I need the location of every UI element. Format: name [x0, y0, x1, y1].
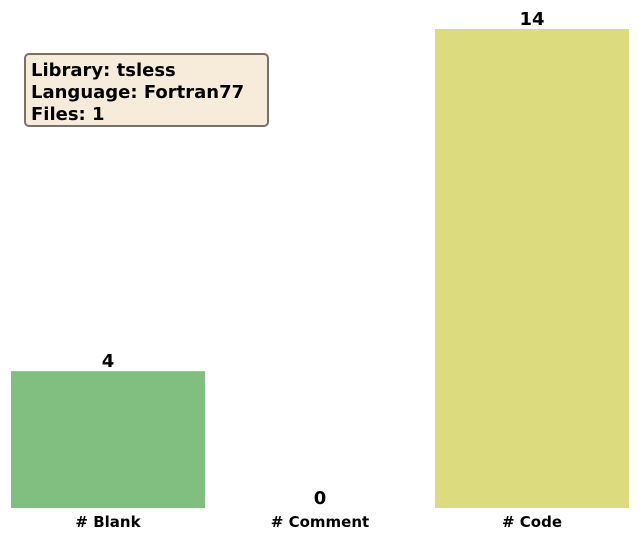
x-tick-label: # Comment	[271, 513, 369, 531]
bar-code	[435, 29, 629, 508]
value-label: 0	[314, 488, 327, 509]
files-label: Files: 1	[31, 104, 105, 125]
language-label: Language: Fortran77	[31, 82, 245, 103]
bar-blank	[11, 371, 205, 508]
value-label: 14	[519, 9, 544, 30]
x-tick-label-group: # Blank # Comment # Code	[75, 513, 562, 531]
value-label: 4	[102, 351, 115, 372]
x-tick-label: # Code	[502, 513, 562, 531]
bar-group	[11, 29, 629, 508]
info-box: Library: tsless Language: Fortran77 File…	[24, 53, 269, 127]
library-label: Library: tsless	[31, 60, 176, 81]
x-tick-label: # Blank	[75, 513, 141, 531]
value-label-group: 4 0 14	[102, 9, 545, 509]
